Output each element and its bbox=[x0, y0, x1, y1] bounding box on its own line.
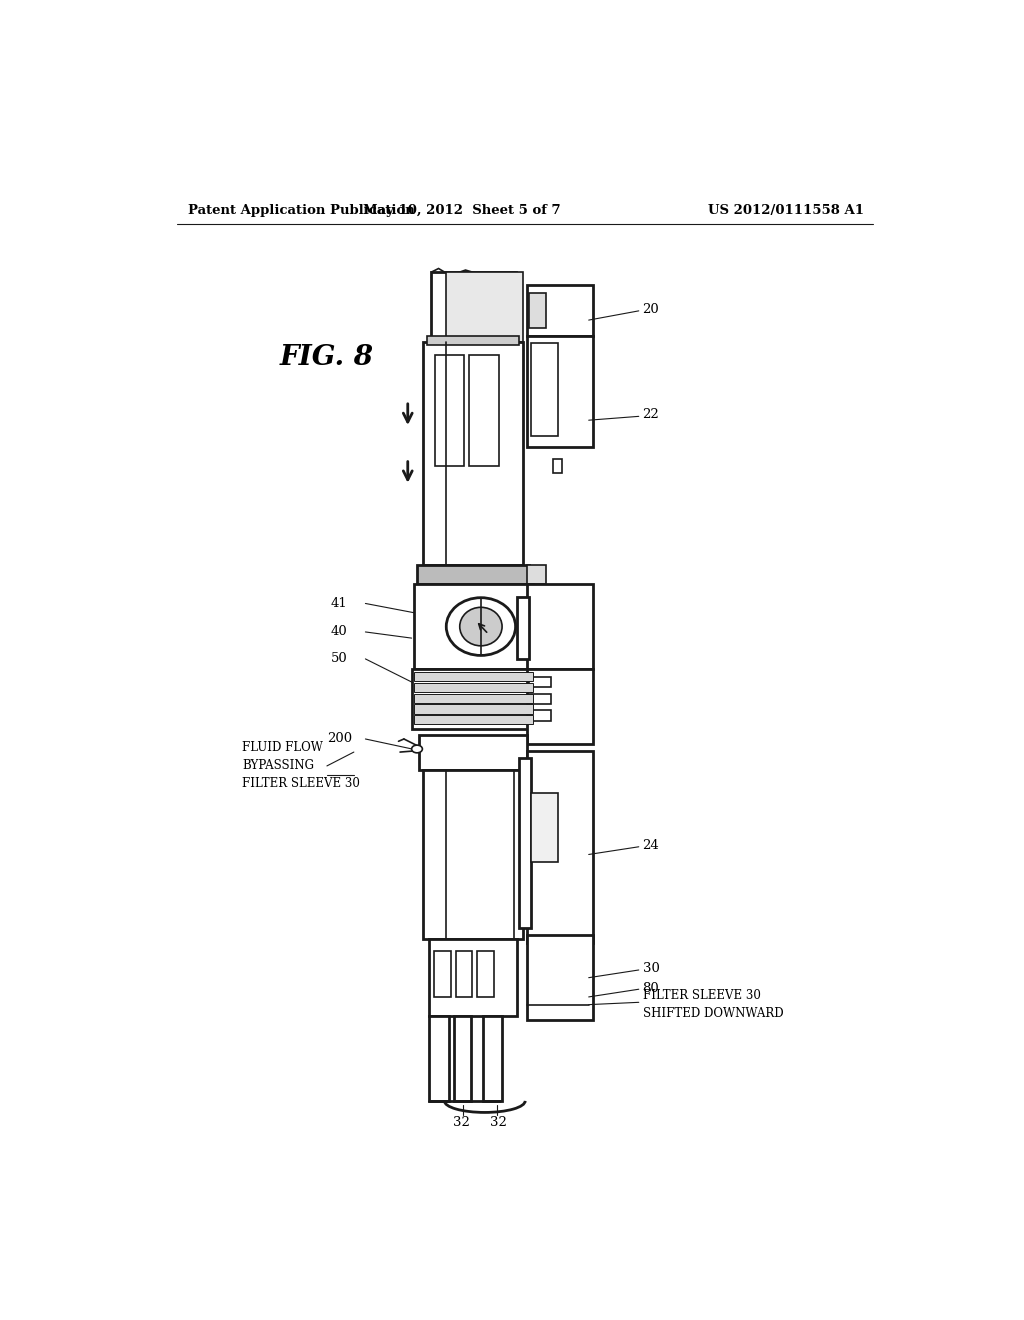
Bar bbox=[527, 669, 593, 744]
Ellipse shape bbox=[460, 607, 502, 645]
Text: FLUID FLOW
BYPASSING
FILTER SLEEVE 30: FLUID FLOW BYPASSING FILTER SLEEVE 30 bbox=[243, 742, 360, 791]
Bar bbox=[519, 758, 531, 928]
Text: 32: 32 bbox=[454, 1115, 470, 1129]
Bar bbox=[446, 272, 523, 342]
Text: US 2012/0111558 A1: US 2012/0111558 A1 bbox=[708, 205, 864, 218]
Text: FILTER SLEEVE 30
SHIFTED DOWNWARD: FILTER SLEEVE 30 SHIFTED DOWNWARD bbox=[643, 989, 783, 1020]
Text: 40: 40 bbox=[331, 626, 347, 639]
Bar bbox=[419, 735, 527, 770]
Bar bbox=[517, 597, 528, 659]
Text: FIG. 8: FIG. 8 bbox=[280, 343, 373, 371]
Bar bbox=[427, 335, 519, 345]
Bar bbox=[429, 1016, 449, 1101]
Bar bbox=[529, 677, 551, 688]
Text: 80: 80 bbox=[643, 982, 659, 995]
Bar bbox=[414, 705, 532, 714]
Bar bbox=[469, 355, 499, 466]
Bar bbox=[417, 565, 529, 585]
Bar bbox=[456, 950, 472, 997]
Text: 200: 200 bbox=[327, 731, 352, 744]
Bar bbox=[431, 272, 515, 342]
Bar bbox=[454, 1016, 471, 1101]
Bar bbox=[414, 693, 532, 702]
Bar bbox=[483, 1016, 503, 1101]
Bar bbox=[434, 950, 451, 997]
Bar bbox=[531, 343, 558, 436]
Text: 32: 32 bbox=[490, 1115, 507, 1129]
Text: 24: 24 bbox=[643, 838, 659, 851]
Bar bbox=[429, 940, 517, 1016]
Bar bbox=[527, 285, 593, 335]
Text: Patent Application Publication: Patent Application Publication bbox=[188, 205, 415, 218]
Bar bbox=[529, 293, 547, 327]
Bar bbox=[527, 936, 593, 1020]
Bar bbox=[529, 710, 551, 721]
Bar bbox=[529, 693, 551, 705]
Bar bbox=[531, 793, 558, 862]
Bar bbox=[414, 672, 532, 681]
Bar bbox=[423, 342, 523, 565]
Bar bbox=[414, 682, 532, 692]
Bar bbox=[553, 459, 562, 473]
Bar bbox=[527, 585, 593, 669]
Text: 50: 50 bbox=[331, 652, 347, 665]
Text: 20: 20 bbox=[643, 302, 659, 315]
Text: May 10, 2012  Sheet 5 of 7: May 10, 2012 Sheet 5 of 7 bbox=[362, 205, 560, 218]
Bar bbox=[414, 585, 532, 669]
Text: 41: 41 bbox=[331, 597, 347, 610]
Bar bbox=[414, 715, 532, 725]
Bar bbox=[477, 950, 494, 997]
Bar bbox=[412, 669, 535, 729]
Text: 22: 22 bbox=[643, 408, 659, 421]
Bar bbox=[527, 335, 593, 447]
Text: 30: 30 bbox=[643, 962, 659, 975]
Bar bbox=[527, 565, 547, 585]
Ellipse shape bbox=[412, 744, 422, 752]
Bar bbox=[527, 751, 593, 942]
Bar bbox=[423, 770, 523, 940]
Bar bbox=[435, 355, 464, 466]
